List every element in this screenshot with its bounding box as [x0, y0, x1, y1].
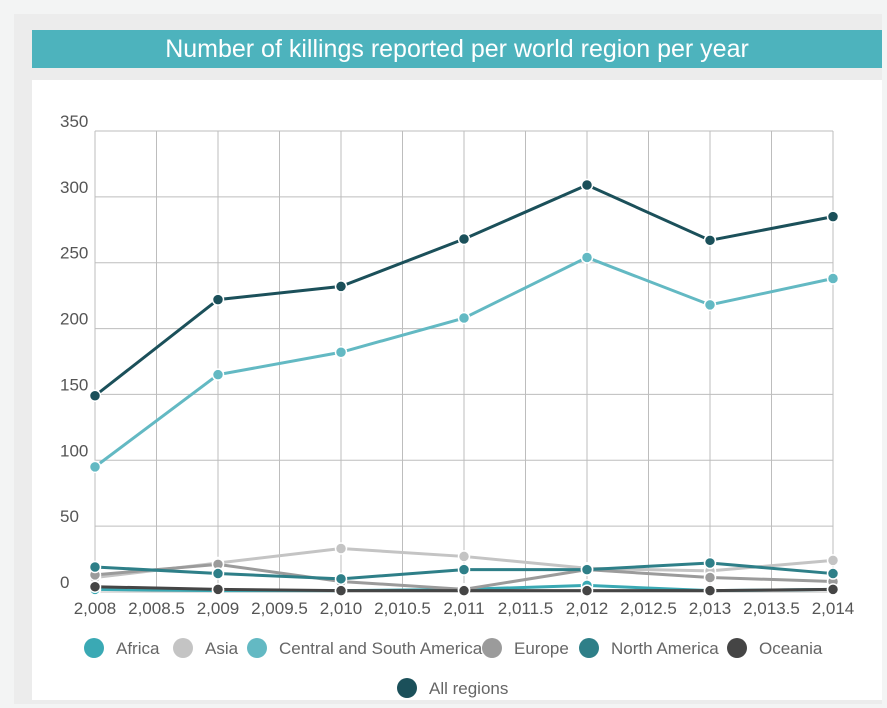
data-point-oceania	[826, 583, 840, 596]
legend-swatch-all-regions	[397, 678, 417, 698]
data-point-central-and-south-america	[211, 368, 225, 381]
x-tick-label: 2,008	[74, 599, 117, 618]
y-tick-label: 0	[60, 573, 69, 592]
x-tick-label: 2,013.5	[743, 599, 800, 618]
legend-label-asia: Asia	[205, 639, 239, 658]
legend-label-all-regions: All regions	[429, 679, 508, 698]
y-tick-label: 150	[60, 375, 88, 394]
x-tick-label: 2,014	[812, 599, 855, 618]
series-points	[88, 178, 840, 597]
data-point-oceania	[703, 584, 717, 597]
data-point-asia	[334, 542, 348, 555]
chart-title: Number of killings reported per world re…	[32, 30, 882, 68]
data-point-asia	[826, 554, 840, 567]
data-point-central-and-south-america	[457, 311, 471, 325]
legend: Africa Asia Central and South America Europ…	[84, 638, 823, 698]
data-point-north-america	[334, 572, 348, 586]
x-tick-label: 2,010	[320, 599, 363, 618]
y-tick-label: 50	[60, 507, 79, 526]
legend-swatch-north-america	[579, 638, 599, 658]
y-tick-label: 350	[60, 112, 88, 131]
y-axis-ticks: 0 50 100 150 200 250 300 350	[60, 112, 88, 592]
data-point-asia	[457, 550, 471, 563]
data-point-north-america	[457, 563, 471, 576]
data-point-all-regions	[88, 389, 102, 402]
legend-swatch-africa	[84, 638, 104, 658]
data-point-oceania	[457, 584, 471, 597]
x-tick-label: 2,009.5	[251, 599, 308, 618]
data-point-north-america	[703, 556, 717, 570]
plot-panel	[32, 80, 882, 700]
data-point-all-regions	[457, 232, 471, 246]
data-point-oceania	[211, 583, 225, 596]
data-point-all-regions	[580, 178, 594, 192]
legend-label-central-and-south-america: Central and South America	[279, 639, 483, 658]
x-tick-label: 2,012	[566, 599, 609, 618]
data-point-europe	[703, 571, 717, 584]
x-tick-label: 2,010.5	[374, 599, 431, 618]
legend-label-oceania: Oceania	[759, 639, 823, 658]
y-tick-label: 100	[60, 441, 88, 460]
data-point-oceania	[88, 580, 102, 593]
data-point-oceania	[580, 584, 594, 597]
data-point-central-and-south-america	[334, 346, 348, 359]
data-point-all-regions	[703, 234, 717, 247]
y-tick-label: 200	[60, 310, 88, 329]
legend-swatch-asia	[173, 638, 193, 658]
y-tick-label: 250	[60, 244, 88, 263]
data-point-all-regions	[334, 280, 348, 293]
x-tick-label: 2,012.5	[620, 599, 677, 618]
data-point-central-and-south-america	[826, 272, 840, 285]
legend-swatch-oceania	[727, 638, 747, 658]
data-point-north-america	[88, 560, 102, 574]
data-point-north-america	[211, 567, 225, 580]
grid	[94, 130, 834, 593]
x-tick-label: 2,011.5	[498, 599, 553, 618]
data-point-oceania	[334, 584, 348, 597]
data-point-all-regions	[211, 293, 225, 306]
data-point-north-america	[580, 563, 594, 576]
legend-label-north-america: North America	[611, 639, 719, 658]
data-point-central-and-south-america	[580, 251, 594, 264]
x-tick-label: 2,009	[197, 599, 240, 618]
data-point-central-and-south-america	[703, 298, 717, 312]
x-tick-label: 2,013	[689, 599, 732, 618]
x-axis-ticks: 2,008 2,008.5 2,009 2,009.5 2,010 2,010.5 2,01…	[74, 599, 855, 618]
x-tick-label: 2,008.5	[128, 599, 185, 618]
x-tick-label: 2,011	[443, 599, 484, 618]
legend-label-africa: Africa	[116, 639, 160, 658]
data-point-central-and-south-america	[88, 460, 102, 474]
legend-swatch-central-and-south-america	[247, 638, 267, 658]
data-point-north-america	[826, 567, 840, 580]
legend-label-europe: Europe	[514, 639, 569, 658]
y-tick-label: 300	[60, 178, 88, 197]
legend-swatch-europe	[482, 638, 502, 658]
data-point-all-regions	[826, 210, 840, 223]
